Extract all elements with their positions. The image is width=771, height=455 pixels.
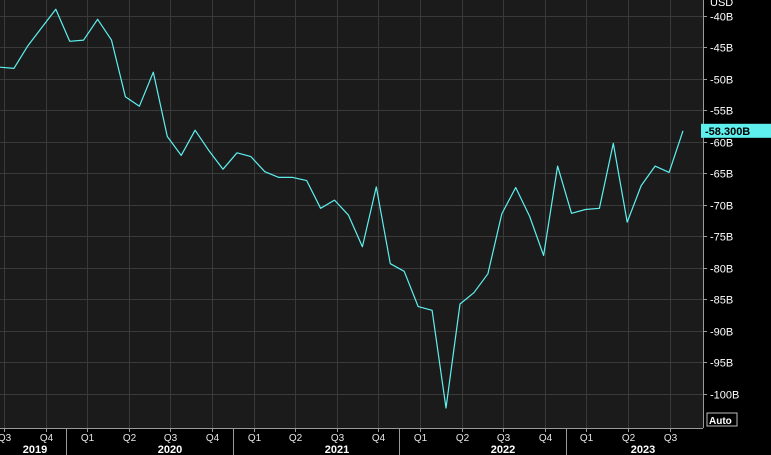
x-tick-label: Q1 [414, 433, 428, 444]
year-label: 2023 [631, 444, 655, 455]
y-tick-label: -65B [710, 169, 733, 181]
y-tick-label: -85B [710, 295, 733, 307]
x-tick-label: Q2 [123, 433, 137, 444]
y-tick-label: -60B [710, 138, 733, 150]
x-tick-label: Q3 [331, 433, 345, 444]
year-label: 2021 [325, 444, 349, 455]
x-tick-label: Q3 [164, 433, 178, 444]
y-tick-label: -45B [710, 43, 733, 55]
x-tick-label: Q3 [664, 433, 678, 444]
x-tick-label: Q3 [497, 433, 511, 444]
y-tick-label: -75B [710, 232, 733, 244]
auto-scale-button[interactable]: Auto [706, 412, 738, 427]
y-tick-label: -100B [710, 390, 739, 402]
y-tick-label: -90B [710, 327, 733, 339]
y-tick-label: -50B [710, 75, 733, 87]
y-tick-label: -80B [710, 264, 733, 276]
x-tick-label: Q1 [248, 433, 262, 444]
x-tick-label: Q2 [456, 433, 470, 444]
x-tick-label: Q1 [81, 433, 95, 444]
y-tick-label: -95B [710, 358, 733, 370]
x-tick-label: Q4 [206, 433, 220, 444]
x-tick-label: Q1 [580, 433, 594, 444]
last-value-background [701, 123, 771, 138]
year-label: 2019 [23, 444, 47, 455]
last-value-marker: -58.300B [701, 123, 771, 138]
x-tick-label: Q2 [289, 433, 303, 444]
auto-scale-button-label[interactable]: Auto [709, 416, 732, 427]
y-tick-label: -40B [710, 12, 733, 24]
y-axis-unit-label: USD [710, 0, 733, 9]
x-tick-label: Q2 [622, 433, 636, 444]
auto-scale-button-frame[interactable] [706, 412, 738, 427]
x-axis-year-labels: 2019 2020 2021 2022 2023 [23, 428, 655, 455]
year-label: 2022 [491, 444, 515, 455]
grid-lines [0, 0, 703, 428]
series-line [0, 8, 684, 409]
x-axis-ticks: Q3 Q4 Q1 Q2 Q3 Q4 Q1 Q2 Q3 Q4 Q1 Q2 Q3 Q4 Q1 Q2 Q3 [0, 428, 678, 444]
x-tick-label: Q4 [539, 433, 553, 444]
y-axis-ticks: -40B -45B -50B -55B -60B -65B -70B -75B -80B -85B… [703, 12, 739, 402]
plot-area [0, 0, 703, 428]
y-tick-label: -70B [710, 201, 733, 213]
x-tick-label: Q3 [0, 433, 12, 444]
x-tick-label: Q4 [40, 433, 54, 444]
year-label: 2020 [158, 444, 182, 455]
last-value-label: -58.300B [705, 126, 750, 138]
y-tick-label: -55B [710, 106, 733, 118]
x-tick-label: Q4 [372, 433, 386, 444]
